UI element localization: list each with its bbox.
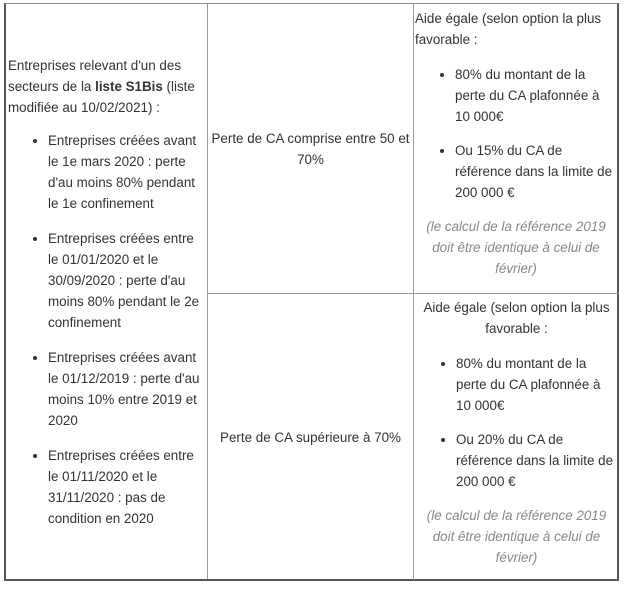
aid-note: (le calcul de la référence 2019 doit êtr… bbox=[426, 219, 606, 276]
aid-list: 80% du montant de la perte du CA plafonn… bbox=[415, 64, 617, 216]
list-item: Ou 15% du CA de référence dans la limite… bbox=[455, 140, 617, 203]
aid-note: (le calcul de la référence 2019 doit êtr… bbox=[426, 508, 607, 565]
aid-cell-1: Aide égale (selon option la plus favorab… bbox=[414, 4, 619, 294]
condition-text: Perte de CA comprise entre 50 et 70% bbox=[211, 130, 410, 167]
eligibility-intro: Entreprises relevant d'un des secteurs d… bbox=[8, 55, 205, 118]
condition-text: Perte de CA supérieure à 70% bbox=[220, 429, 401, 445]
list-item: Entreprises créées avant le 1e mars 2020… bbox=[48, 130, 205, 214]
list-item: Entreprises créées entre le 01/11/2020 e… bbox=[48, 445, 205, 529]
aid-list: 80% du montant de la perte du CA plafonn… bbox=[416, 353, 617, 505]
aid-conditions-table: Entreprises relevant d'un des secteurs d… bbox=[4, 3, 619, 581]
aid-intro: Aide égale (selon option la plus favorab… bbox=[415, 11, 602, 47]
aid-cell-2: Aide égale (selon option la plus favorab… bbox=[414, 294, 619, 580]
list-item: 80% du montant de la perte du CA plafonn… bbox=[456, 353, 617, 416]
condition-cell-2: Perte de CA supérieure à 70% bbox=[208, 294, 414, 580]
liste-s1bis-link[interactable]: liste S1Bis bbox=[95, 78, 163, 94]
aid-intro: Aide égale (selon option la plus favorab… bbox=[423, 300, 610, 336]
condition-cell-1: Perte de CA comprise entre 50 et 70% bbox=[208, 4, 414, 294]
list-item: 80% du montant de la perte du CA plafonn… bbox=[455, 64, 617, 127]
list-item: Entreprises créées entre le 01/01/2020 e… bbox=[48, 228, 205, 333]
eligibility-cell: Entreprises relevant d'un des secteurs d… bbox=[6, 4, 208, 579]
intro-text: Entreprises relevant d'un des secteurs d… bbox=[8, 57, 182, 94]
intro-text-after: (liste modifiée au 10/02/2021) : bbox=[8, 78, 195, 115]
list-item: Entreprises créées avant le 01/12/2019 :… bbox=[48, 347, 205, 431]
list-item: Ou 20% du CA de référence dans la limite… bbox=[456, 429, 617, 492]
eligibility-list: Entreprises créées avant le 1e mars 2020… bbox=[8, 130, 205, 529]
